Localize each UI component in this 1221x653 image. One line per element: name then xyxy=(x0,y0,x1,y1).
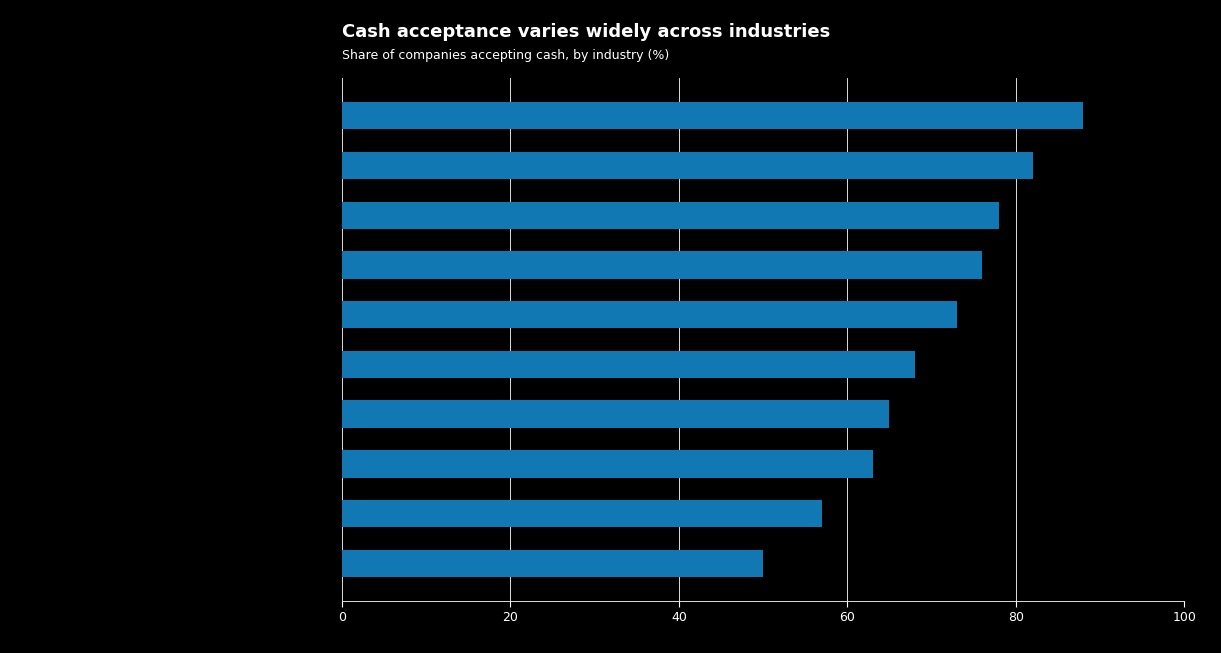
Bar xyxy=(342,450,873,477)
Bar xyxy=(342,500,822,527)
Bar xyxy=(342,301,957,328)
Bar xyxy=(342,251,982,279)
Text: Cash acceptance varies widely across industries: Cash acceptance varies widely across ind… xyxy=(342,23,830,40)
Text: Share of companies accepting cash, by industry (%): Share of companies accepting cash, by in… xyxy=(342,49,669,62)
Bar xyxy=(342,202,999,229)
Bar xyxy=(342,351,915,378)
Bar xyxy=(342,550,763,577)
Bar xyxy=(342,400,889,428)
Bar xyxy=(342,102,1083,129)
Bar xyxy=(342,152,1033,179)
